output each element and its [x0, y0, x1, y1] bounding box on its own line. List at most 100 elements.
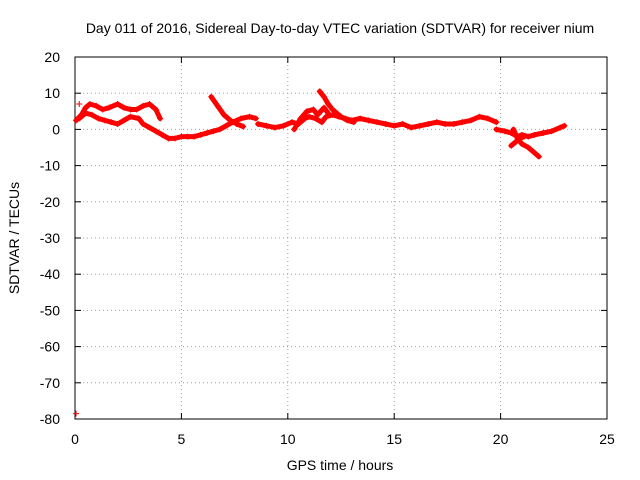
data-point — [120, 104, 127, 111]
data-point — [476, 113, 483, 120]
data-point — [399, 120, 406, 127]
data-point — [263, 122, 270, 129]
data-point — [76, 101, 83, 108]
series-segment — [508, 134, 527, 149]
data-point — [433, 119, 440, 126]
data-point — [289, 119, 296, 126]
data-point — [493, 119, 500, 126]
x-tick-label: 20 — [493, 431, 509, 447]
data-point — [214, 102, 221, 109]
data-point — [233, 120, 240, 127]
data-point — [548, 128, 555, 135]
data-point — [450, 120, 457, 127]
data-point — [140, 102, 147, 109]
data-point — [484, 115, 491, 122]
data-point — [391, 122, 398, 129]
data-point — [425, 120, 432, 127]
data-point — [146, 101, 153, 108]
data-point — [521, 133, 528, 140]
data-point — [216, 126, 223, 133]
data-point — [357, 115, 364, 122]
data-point — [252, 115, 259, 122]
data-point — [329, 111, 336, 118]
data-point — [108, 119, 115, 126]
y-tick-labels: 20 10 0 -10 -20 -30 -40 -50 -60 -70 -80 — [40, 49, 60, 427]
data-point — [184, 133, 191, 140]
data-point — [191, 133, 198, 140]
data-point — [197, 131, 204, 138]
data-point — [114, 101, 121, 108]
data-point — [535, 153, 542, 160]
data-point — [73, 410, 80, 417]
y-tick-label: -80 — [40, 411, 60, 427]
grid — [75, 57, 607, 419]
data-point — [338, 113, 344, 120]
y-tick-label: 10 — [44, 85, 60, 101]
data-point — [127, 106, 134, 113]
data-point — [106, 104, 113, 111]
data-point — [531, 131, 538, 138]
series-segment — [76, 110, 259, 141]
data-point — [95, 115, 102, 122]
data-point — [140, 120, 147, 127]
data-point — [203, 130, 210, 137]
data-point — [459, 119, 466, 126]
series-segment — [208, 94, 246, 129]
data-point — [516, 135, 523, 142]
y-tick-label: 0 — [52, 121, 60, 137]
data-point — [93, 102, 100, 109]
data-point — [510, 126, 517, 133]
data-point — [303, 108, 310, 115]
data-point — [152, 128, 159, 135]
data-point — [333, 110, 340, 117]
data-point — [561, 122, 568, 129]
series-segment — [510, 126, 542, 160]
data-point — [223, 122, 230, 129]
data-point — [416, 122, 423, 129]
data-point — [237, 115, 244, 122]
data-point — [312, 115, 319, 122]
y-tick-label: -50 — [40, 302, 60, 318]
data-point — [246, 113, 253, 120]
data-point — [518, 140, 525, 147]
data-point — [152, 106, 159, 113]
series-sdtvar — [73, 88, 568, 417]
data-point — [240, 123, 247, 130]
data-point — [325, 101, 332, 108]
data-point — [297, 115, 304, 122]
x-tick-label: 10 — [280, 431, 296, 447]
x-tick-label: 25 — [599, 431, 615, 447]
data-point — [133, 106, 140, 113]
data-point — [306, 113, 313, 120]
data-point — [408, 124, 415, 131]
data-point — [227, 117, 234, 124]
x-tick-labels: 0 5 10 15 20 25 — [71, 431, 615, 447]
data-point — [540, 130, 547, 137]
chart-title: Day 011 of 2016, Sidereal Day-to-day VTE… — [86, 20, 594, 36]
data-point — [99, 106, 106, 113]
data-point — [493, 126, 500, 133]
data-point — [89, 111, 96, 118]
x-tick-label: 0 — [71, 431, 79, 447]
data-point — [76, 115, 83, 122]
data-point — [82, 104, 89, 111]
data-point — [101, 117, 108, 124]
data-point — [120, 117, 127, 124]
y-tick-label: -30 — [40, 230, 60, 246]
data-point — [350, 119, 357, 126]
y-tick-label: -70 — [40, 375, 60, 391]
y-tick-label: -60 — [40, 339, 60, 355]
data-point — [178, 133, 185, 140]
data-point — [508, 142, 515, 149]
data-point — [344, 117, 351, 124]
data-point — [208, 93, 215, 100]
series-segment — [317, 88, 357, 125]
data-point — [310, 106, 317, 113]
data-point — [318, 119, 325, 126]
data-point — [114, 120, 121, 127]
data-point — [220, 111, 227, 118]
data-point — [442, 120, 449, 127]
data-point — [374, 119, 381, 126]
data-point — [172, 135, 179, 142]
